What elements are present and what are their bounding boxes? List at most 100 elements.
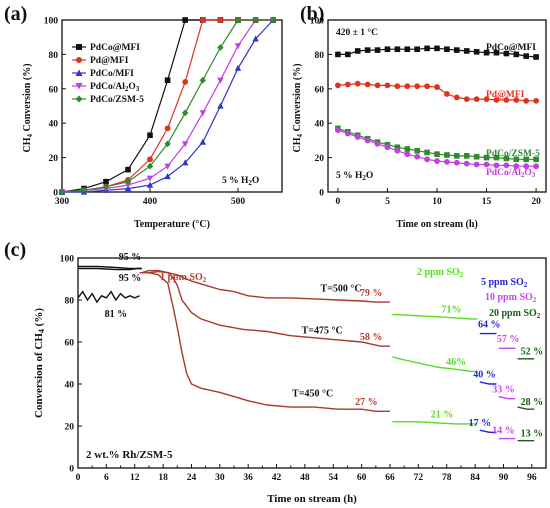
x-tick-label: 90 (499, 473, 509, 483)
point-pdco-mfi (146, 181, 154, 188)
point-pdco-mfi (234, 64, 242, 71)
data-label: 17 % (469, 418, 492, 429)
panel-b: (b) 0 5 10 15 20 0 20 40 60 80 100 Time on stream … (292, 3, 547, 230)
point-pdco-mfi (374, 47, 381, 53)
point-pdco-zsm-5 (182, 109, 189, 117)
data-label: 64 % (478, 319, 501, 330)
point-pdco-al2o3 (374, 140, 381, 147)
x-tick-label: 6 (104, 473, 109, 483)
panel-a-annotation-h2o: 5 % H2O (222, 176, 259, 187)
y-tick-label: 0 (319, 189, 324, 199)
data-label: 27 % (355, 397, 378, 408)
point-pdco-mfi (523, 53, 529, 59)
point-pdco-al2o3 (493, 162, 500, 169)
point-pdco-al2o3 (523, 163, 530, 170)
point-pd-mfi (434, 84, 440, 90)
point-pdco-mfi (182, 159, 189, 166)
point-pdco-al2o3 (344, 130, 351, 137)
legend-marker-pdco-mfi-core (76, 44, 82, 50)
point-pdco-mfi (513, 51, 520, 58)
point-pdco-zsm-5 (414, 147, 420, 154)
point-pdco-zsm-5 (270, 16, 277, 24)
label-2ppm-so2: 2 ppm SO2 (417, 267, 464, 279)
series-t-450-c-segment-2 (392, 421, 478, 425)
y-tick-label: 100 (310, 17, 325, 27)
x-tick-label: 24 (187, 473, 197, 483)
point-pd-mfi (444, 91, 450, 97)
panel-a-frame (61, 19, 283, 193)
panel-b-label: (b) (300, 3, 324, 25)
point-pd-mfi (414, 83, 421, 90)
series-t-475-c-segment-5 (517, 406, 535, 410)
point-pd-mfi (473, 96, 480, 103)
point-pdco-mfi (364, 47, 371, 53)
point-pdco-al2o3 (124, 182, 132, 189)
x-tick-label: 78 (442, 473, 452, 483)
x-tick-label: 72 (414, 473, 424, 483)
point-pdco-al2o3 (463, 160, 470, 167)
legend-marker-pdco-zsm5 (75, 95, 83, 103)
point-pd-mfi (374, 82, 381, 89)
x-tick-label: 300 (55, 197, 70, 207)
temperature-label-t-475-c: T=475 °C (302, 326, 343, 337)
point-pd-mfi (384, 82, 391, 89)
y-tick-label: 40 (315, 120, 325, 130)
x-tick-label: 0 (76, 473, 81, 483)
legend-marker-pd-mfi (76, 57, 82, 63)
y-tick-label: 60 (65, 339, 75, 349)
panel-b-ylabel: CH4 Conversion (%) (292, 63, 304, 152)
point-pdco-mfi (493, 49, 500, 56)
panel-c-frame (77, 257, 547, 469)
label-20ppm-so2: 20 ppm SO2 (489, 308, 541, 320)
series-t-500-c-segment-2 (392, 314, 478, 320)
data-label: 14 % (492, 425, 515, 436)
point-pd-mfi (424, 83, 430, 90)
legend-pdco-al2o3: PdCo/Al2O3 (90, 82, 140, 93)
point-pdco-zsm-5 (217, 44, 224, 51)
point-pdco-al2o3 (354, 134, 361, 140)
point-pdco-al2o3 (234, 43, 242, 50)
temperature-label-t-450-c: T=450 °C (292, 389, 333, 400)
point-pdco-al2o3 (473, 161, 480, 168)
point-pdco-zsm-5 (394, 144, 401, 151)
point-pdco-zsm-5 (473, 153, 480, 160)
point-pdco-mfi (125, 166, 131, 173)
point-pd-mfi (147, 156, 153, 163)
point-pdco-al2o3 (182, 141, 189, 148)
point-pd-mfi (199, 17, 206, 23)
y-tick-label: 20 (49, 154, 59, 164)
point-pdco-al2o3 (199, 110, 206, 117)
point-pdco-al2o3 (404, 151, 411, 158)
label-1ppm-so2: 1 ppm SO2 (160, 272, 207, 284)
point-pd-mfi (503, 97, 510, 103)
series-t-475-c-segment-1 (141, 269, 390, 347)
point-pdco-al2o3 (483, 161, 490, 168)
point-pdco-al2o3 (513, 163, 520, 170)
series-line-pdco-mfi (62, 19, 274, 193)
point-pdco-zsm-5 (463, 153, 470, 159)
point-pd-mfi (164, 125, 171, 132)
data-label: 58 % (360, 332, 383, 343)
point-pd-mfi (182, 79, 189, 85)
series-t-475-c-segment-2 (392, 356, 478, 373)
x-tick-label: 66 (385, 473, 395, 483)
x-tick-label: 10 (432, 197, 442, 207)
point-pdco-al2o3 (453, 159, 460, 166)
panel-b-annotation-temp: 420 ± 1 °C (336, 27, 378, 38)
point-pdco-zsm-5 (234, 16, 242, 24)
point-pdco-mfi (147, 132, 153, 139)
series-t-475-c-segment-3 (479, 381, 497, 385)
point-pdco-mfi (354, 48, 361, 54)
point-pd-mfi (523, 97, 530, 104)
panel-b-annotation-h2o: 5 % H2O (336, 171, 373, 182)
point-pdco-mfi (424, 45, 430, 52)
panel-c-label: (c) (4, 239, 26, 261)
point-pd-mfi (217, 17, 224, 23)
point-pdco-mfi (533, 54, 539, 60)
point-pdco-mfi (199, 138, 206, 145)
x-tick-label: 42 (272, 473, 282, 483)
point-pdco-al2o3 (444, 159, 450, 165)
point-pd-mfi (533, 97, 539, 104)
point-pdco-al2o3 (414, 153, 421, 160)
data-label: 28 % (521, 397, 544, 408)
